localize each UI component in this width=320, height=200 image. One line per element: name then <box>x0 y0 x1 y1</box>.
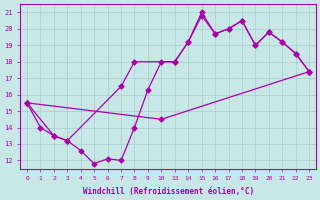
X-axis label: Windchill (Refroidissement éolien,°C): Windchill (Refroidissement éolien,°C) <box>83 187 254 196</box>
